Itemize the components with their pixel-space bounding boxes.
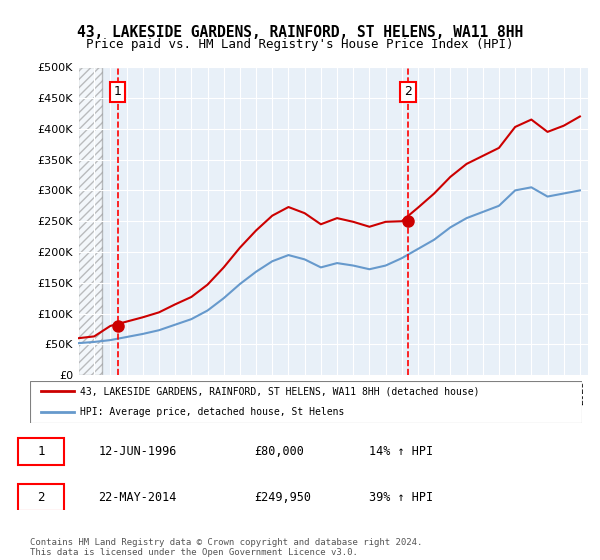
Text: Price paid vs. HM Land Registry's House Price Index (HPI): Price paid vs. HM Land Registry's House … — [86, 38, 514, 51]
Text: 43, LAKESIDE GARDENS, RAINFORD, ST HELENS, WA11 8HH (detached house): 43, LAKESIDE GARDENS, RAINFORD, ST HELEN… — [80, 386, 479, 396]
Text: Contains HM Land Registry data © Crown copyright and database right 2024.
This d: Contains HM Land Registry data © Crown c… — [30, 538, 422, 557]
Text: £80,000: £80,000 — [254, 445, 304, 458]
Text: 2: 2 — [404, 85, 412, 99]
Bar — [78, 67, 102, 375]
Text: 1: 1 — [114, 85, 122, 99]
Text: £249,950: £249,950 — [254, 491, 311, 505]
Text: HPI: Average price, detached house, St Helens: HPI: Average price, detached house, St H… — [80, 407, 344, 417]
Text: 39% ↑ HPI: 39% ↑ HPI — [369, 491, 433, 505]
Text: 12-JUN-1996: 12-JUN-1996 — [98, 445, 177, 458]
FancyBboxPatch shape — [30, 381, 582, 423]
FancyBboxPatch shape — [18, 438, 64, 465]
Text: 1: 1 — [37, 445, 44, 458]
Text: 2: 2 — [37, 491, 44, 505]
Text: 43, LAKESIDE GARDENS, RAINFORD, ST HELENS, WA11 8HH: 43, LAKESIDE GARDENS, RAINFORD, ST HELEN… — [77, 25, 523, 40]
Text: 14% ↑ HPI: 14% ↑ HPI — [369, 445, 433, 458]
Text: 22-MAY-2014: 22-MAY-2014 — [98, 491, 177, 505]
FancyBboxPatch shape — [18, 484, 64, 511]
